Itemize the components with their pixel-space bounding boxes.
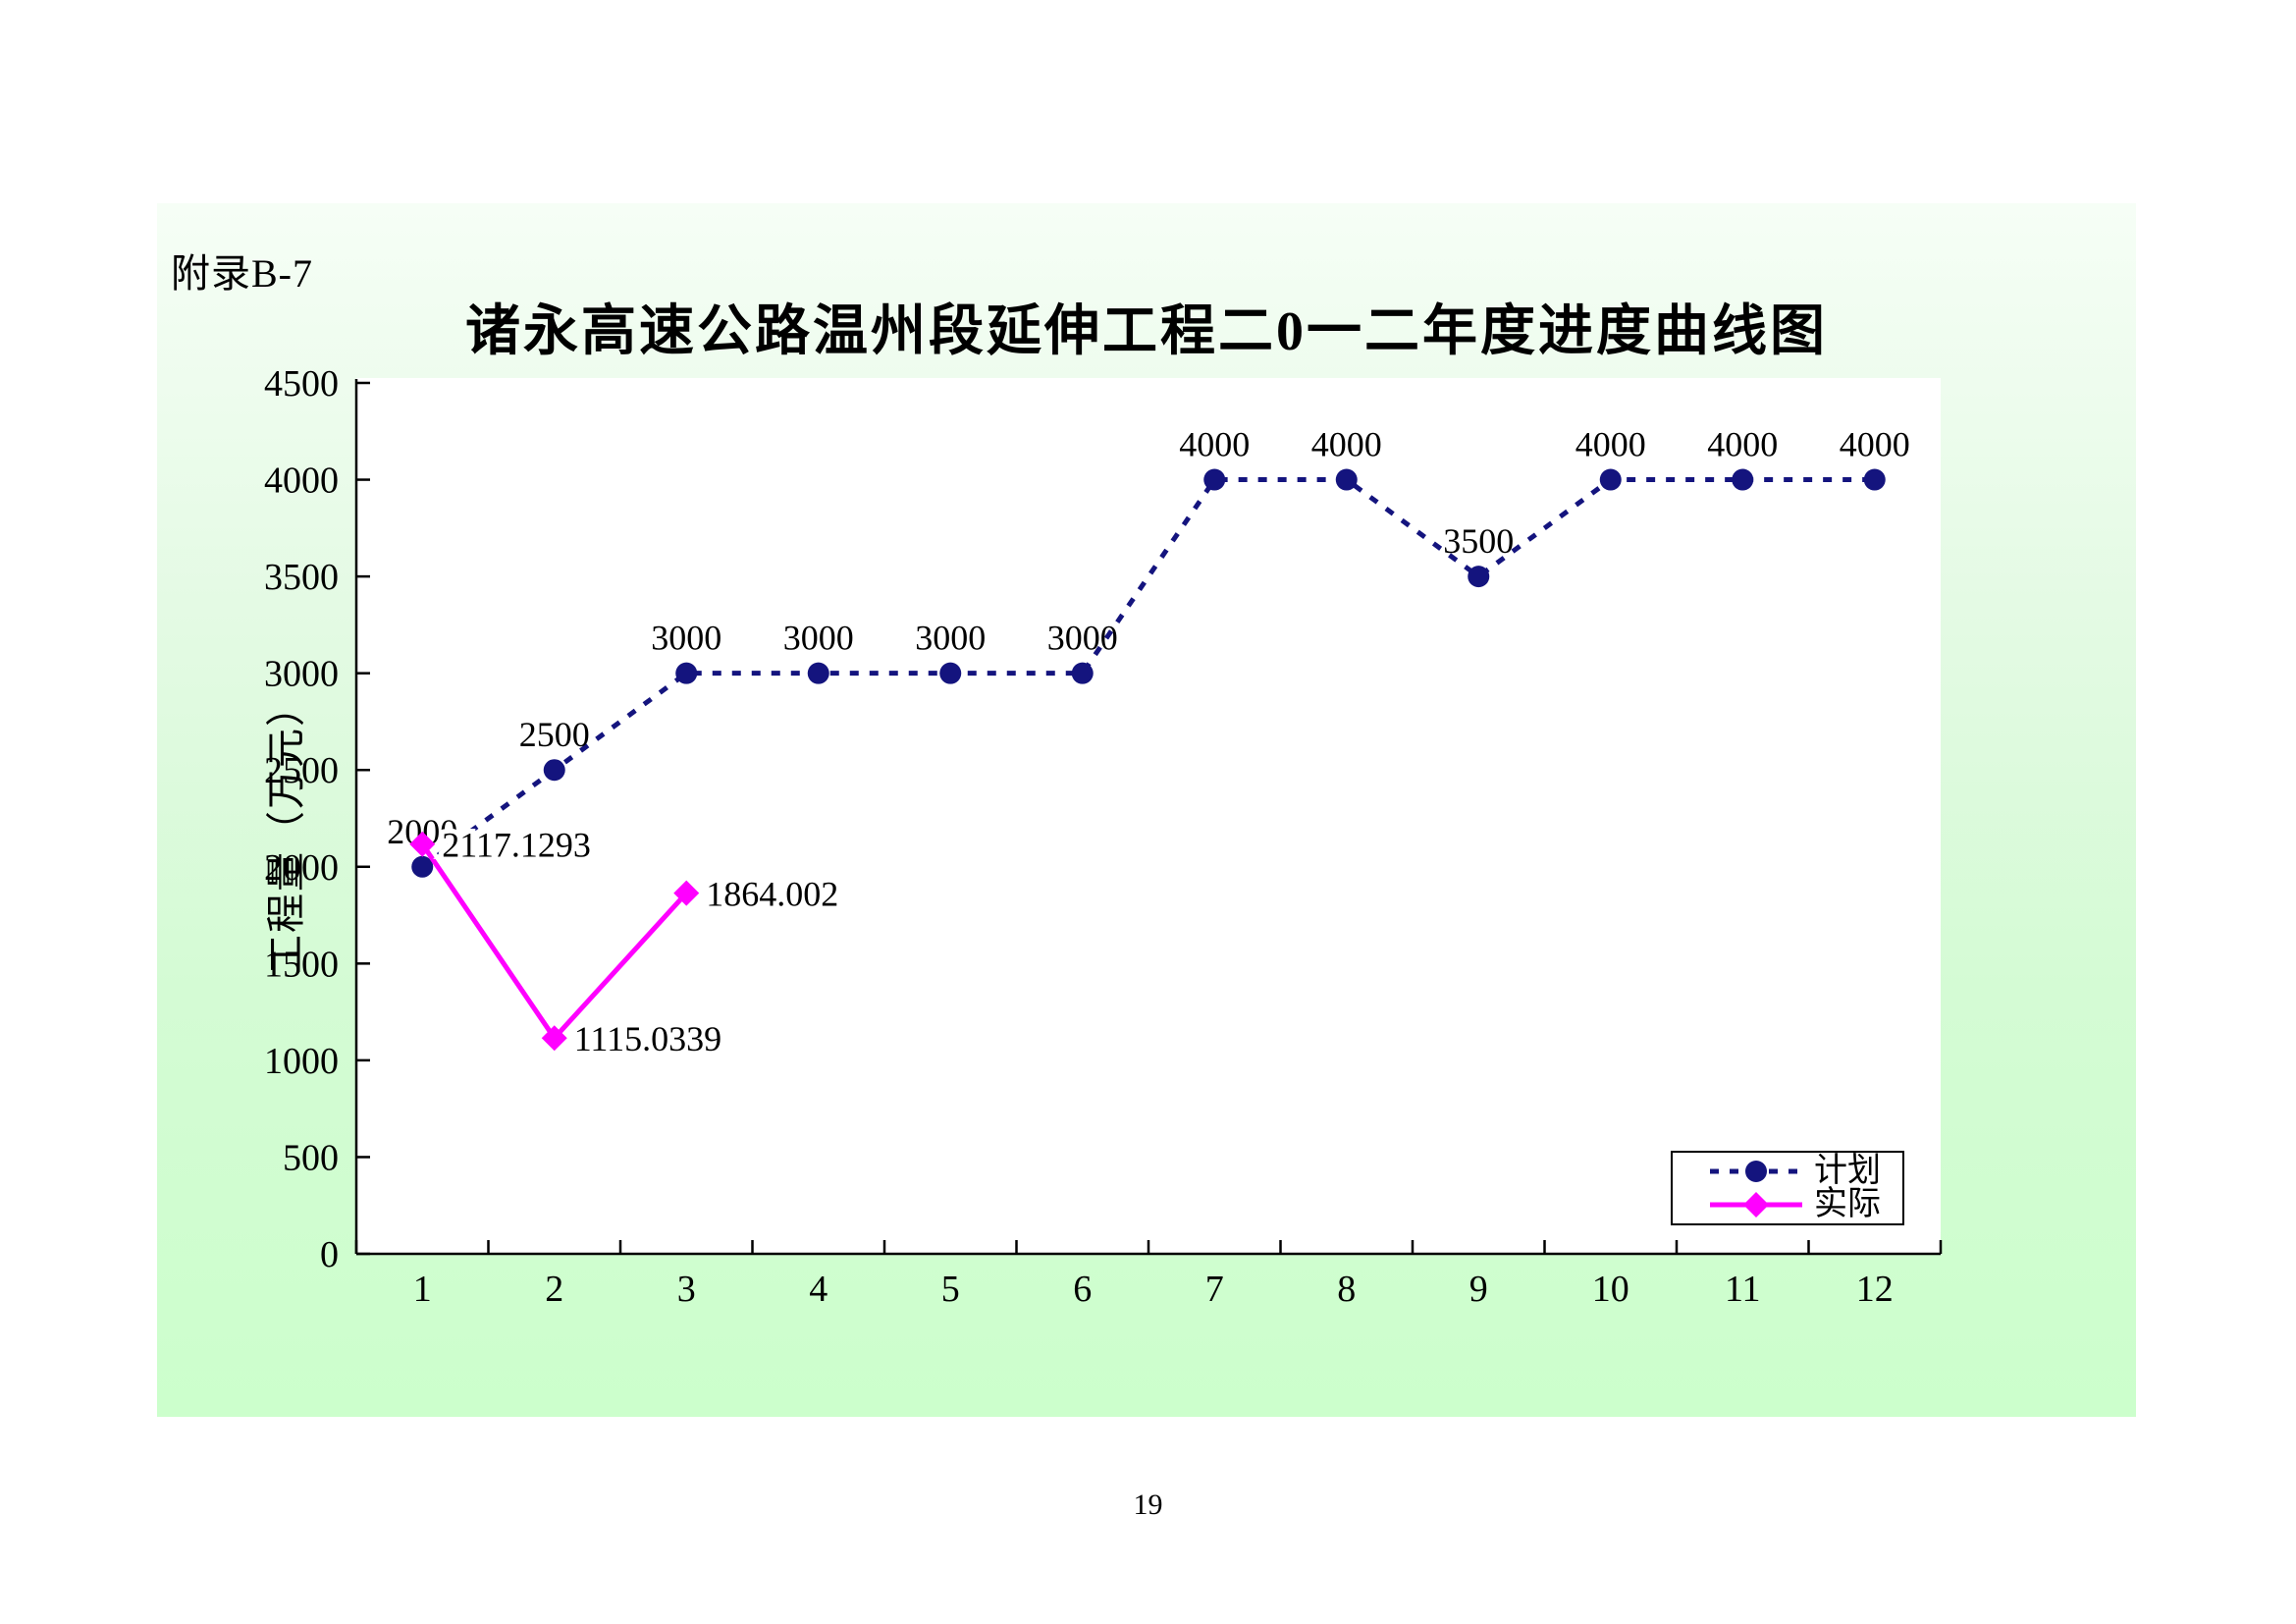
- legend-entry-actual: 实际: [1708, 1186, 1902, 1223]
- marker-实际: [409, 831, 436, 857]
- x-tick-label: 2: [545, 1269, 563, 1310]
- y-tick-label: 2500: [264, 750, 339, 791]
- data-label-计划: 4000: [1840, 425, 1910, 464]
- data-label-计划: 4000: [1179, 425, 1250, 464]
- series-line-计划: [420, 477, 1875, 869]
- legend-plan-marker: [1745, 1160, 1767, 1182]
- chart-legend: 计划 实际: [1671, 1151, 1904, 1225]
- marker-计划: [1203, 468, 1226, 491]
- chart-title: 诸永高速公路温州段延伸工程二0一二年度进度曲线图: [465, 301, 1828, 362]
- y-tick-label: 500: [283, 1137, 339, 1178]
- x-tick-label: 6: [1073, 1269, 1092, 1310]
- marker-计划: [411, 855, 434, 878]
- plot-area: [356, 378, 1941, 1254]
- x-tick-label: 11: [1725, 1269, 1761, 1310]
- marker-计划: [1335, 468, 1358, 491]
- x-tick-label: 7: [1205, 1269, 1224, 1310]
- marker-实际: [673, 880, 700, 906]
- data-label-计划: 4000: [1311, 425, 1382, 464]
- legend-label-actual: 实际: [1814, 1186, 1881, 1223]
- y-tick-label: 4000: [264, 460, 339, 502]
- y-tick-label: 1500: [264, 944, 339, 985]
- marker-计划: [1732, 468, 1754, 491]
- x-tick-label: 1: [413, 1269, 432, 1310]
- data-label-实际: 2117.1293: [442, 826, 591, 865]
- data-label-计划: 3500: [1443, 521, 1514, 561]
- data-label-实际: 1115.0339: [574, 1019, 721, 1058]
- marker-计划: [675, 662, 698, 684]
- x-tick-label: 8: [1337, 1269, 1356, 1310]
- marker-计划: [543, 759, 565, 782]
- x-tick-label: 3: [677, 1269, 696, 1310]
- data-label-计划: 4000: [1575, 425, 1646, 464]
- y-tick-label: 0: [320, 1234, 339, 1275]
- data-label-计划: 3000: [651, 619, 721, 658]
- marker-计划: [1599, 468, 1622, 491]
- legend-actual-marker: [1743, 1192, 1769, 1218]
- page-number: 19: [1133, 1489, 1163, 1521]
- legend-label-plan: 计划: [1814, 1152, 1881, 1189]
- y-tick-label: 3500: [264, 557, 339, 598]
- y-tick-label: 3000: [264, 654, 339, 695]
- appendix-label: 附录B-7: [171, 251, 313, 296]
- marker-计划: [1863, 468, 1886, 491]
- data-label-计划: 4000: [1707, 425, 1778, 464]
- x-tick-label: 9: [1469, 1269, 1488, 1310]
- marker-计划: [1468, 566, 1490, 588]
- x-tick-label: 4: [809, 1269, 828, 1310]
- y-tick-label: 2000: [264, 847, 339, 889]
- data-label-计划: 3000: [783, 619, 854, 658]
- legend-swatch-actual: [1710, 1192, 1802, 1218]
- marker-计划: [807, 662, 829, 684]
- marker-计划: [1071, 662, 1094, 684]
- marker-实际: [541, 1025, 567, 1052]
- y-tick-label: 4500: [264, 363, 339, 405]
- x-tick-label: 10: [1592, 1269, 1629, 1310]
- x-tick-label: 5: [941, 1269, 960, 1310]
- data-label-计划: 3000: [915, 619, 986, 658]
- x-tick-label: 12: [1856, 1269, 1894, 1310]
- data-label-计划: 3000: [1047, 619, 1118, 658]
- marker-计划: [939, 662, 962, 684]
- legend-swatch-plan: [1710, 1160, 1802, 1182]
- y-tick-label: 1000: [264, 1041, 339, 1082]
- legend-entry-plan: 计划: [1708, 1152, 1902, 1189]
- data-label-实际: 1864.002: [706, 875, 838, 914]
- data-label-计划: 2500: [519, 715, 590, 754]
